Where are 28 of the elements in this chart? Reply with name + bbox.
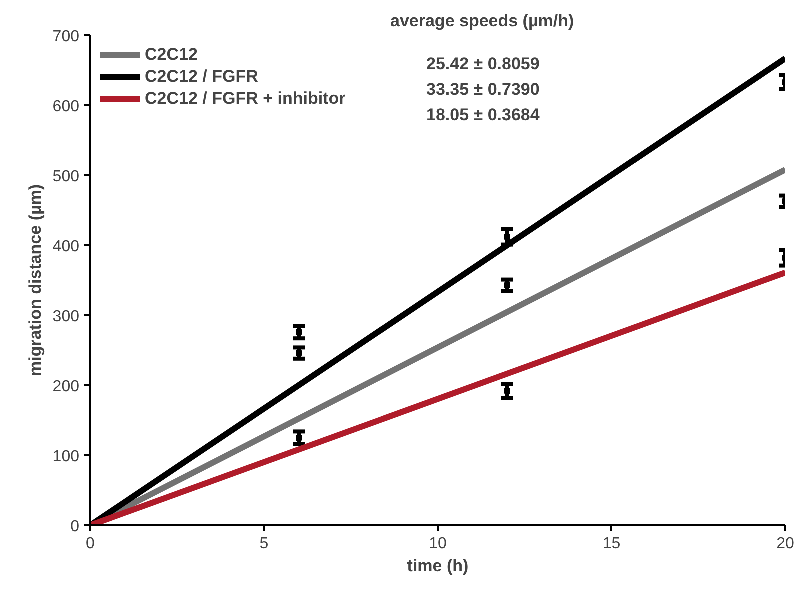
x-tick-label: 5 [260, 536, 269, 552]
y-tick-label: 500 [52, 168, 80, 186]
legend-label: C2C12 / FGFR + inhibitor [145, 89, 346, 109]
x-tick-label: 10 [429, 536, 447, 552]
x-axis-title: time (h) [407, 556, 469, 576]
point [296, 329, 302, 336]
legend-label: C2C12 [145, 45, 198, 65]
annotation: 25.42 ± 0.8059 [426, 54, 540, 74]
annotation: 33.35 ± 0.7390 [426, 80, 540, 99]
text: average speeds (µm/h) [390, 12, 574, 30]
annotation: 18.05 ± 0.3684 [426, 105, 540, 124]
x-tick-label: 0 [86, 536, 96, 552]
y-tick-label: 600 [52, 98, 80, 116]
y-tick-label: 0 [70, 518, 80, 536]
x-tick-label: 15 [602, 536, 621, 552]
point [504, 388, 510, 394]
point [504, 234, 510, 240]
point [504, 282, 510, 288]
legend-label: C2C12 / FGFR [145, 67, 258, 87]
x-tick-label: 20 [776, 536, 794, 552]
y-tick-label: 300 [52, 308, 80, 326]
point [296, 435, 302, 441]
y-axis-title: migration distance (µm) [26, 184, 45, 377]
point [296, 350, 302, 356]
y-tick-label: 700 [52, 28, 80, 46]
y-tick-label: 200 [52, 378, 80, 396]
y-tick-label: 100 [52, 448, 80, 466]
y-tick-label: 400 [52, 238, 80, 256]
